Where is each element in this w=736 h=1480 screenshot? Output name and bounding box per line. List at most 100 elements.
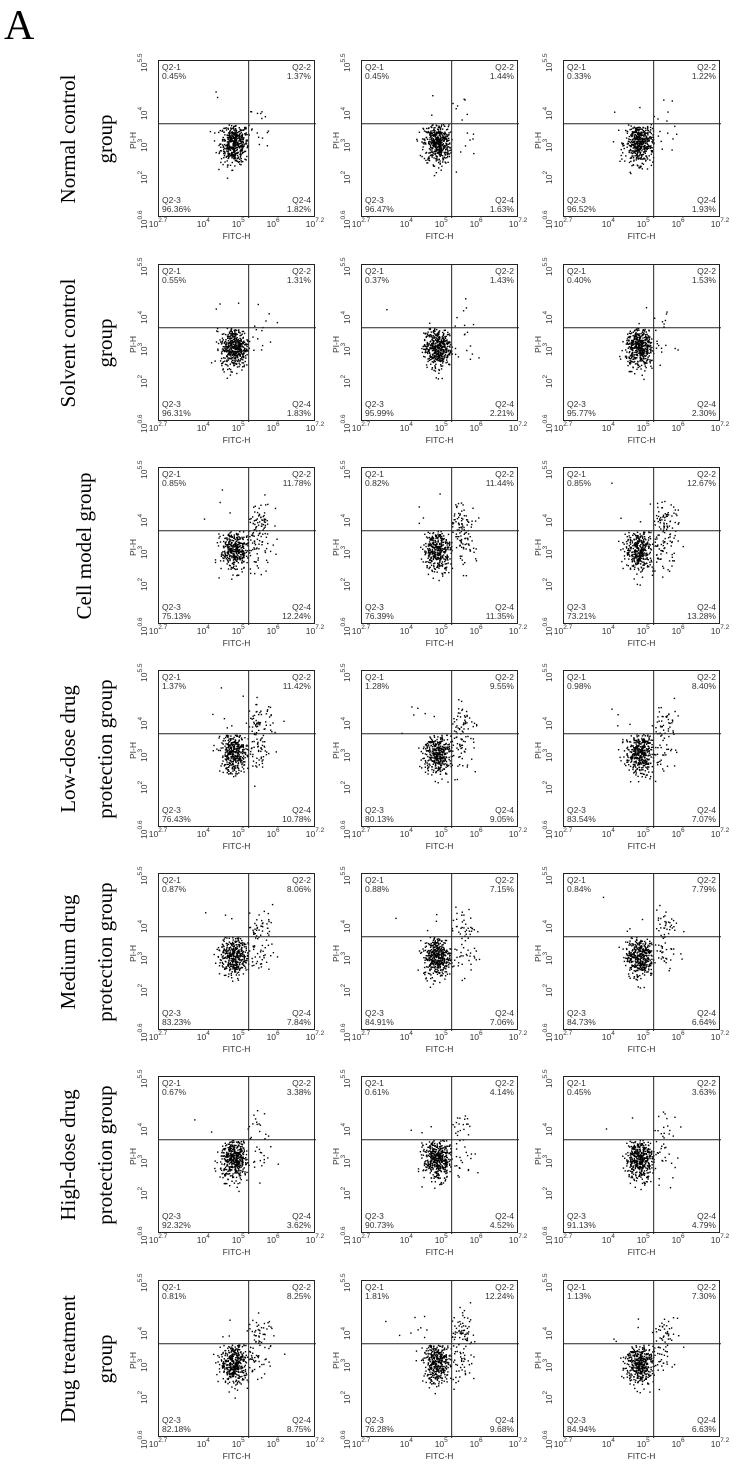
event-dot [644,150,646,153]
event-dot [234,548,237,550]
event-dot [242,346,244,348]
event-dot [452,522,455,524]
event-dot [231,354,234,356]
event-dot [234,154,236,156]
event-dot [656,554,658,556]
event-dot [656,545,659,547]
event-dot [647,147,649,149]
event-dot [425,127,428,130]
event-dot [238,343,241,346]
event-dot [223,131,225,133]
event-dot [235,133,238,136]
event-dot [648,337,650,339]
event-dot [671,553,673,556]
event-dot [644,142,646,144]
event-dot [257,559,259,561]
event-dot [234,147,236,149]
event-dot [635,543,638,545]
event-dot [462,543,464,545]
event-dot [262,515,264,518]
event-dot [431,569,433,571]
event-dot [469,536,471,538]
event-dot [438,369,441,372]
event-dot [232,336,234,338]
event-dot [241,144,243,146]
event-dot [433,555,435,557]
event-dot [230,153,233,155]
event-dot [445,347,447,349]
tick-exponent: 0.6 [340,617,347,627]
event-dot [624,558,626,560]
scatter-area [159,671,316,828]
event-dot [631,344,633,347]
event-dot [266,709,269,711]
tick-base: 10 [434,626,445,636]
event-dot [464,145,467,147]
event-dot [646,147,649,150]
event-dot [441,564,443,567]
event-dot [231,147,233,149]
event-dot [650,164,653,167]
event-dot [440,558,442,561]
event-dot [235,352,238,354]
event-dot [219,150,222,152]
event-dot [643,158,645,160]
y-tick-label: 102 [137,578,149,591]
event-dot [266,533,269,535]
event-dot [673,537,675,539]
event-dot [437,129,440,131]
event-dot [231,157,233,159]
event-dot [228,773,230,775]
event-dot [214,132,216,134]
tick-base: 10 [469,219,480,229]
quadrant-label-q2-2: Q2-2 1.22% [692,63,716,81]
event-dot [465,515,467,517]
event-dot [241,133,244,135]
plot-frame: Q2-1 0.45% Q2-2 1.37% Q2-3 96.36% Q2-4 1.82% [158,60,316,218]
event-dot [629,362,631,364]
event-dot [433,134,435,136]
event-dot [639,165,641,167]
event-dot [439,140,441,142]
event-dot [440,139,443,141]
event-dot [224,153,226,155]
x-tick-label: 106 [672,421,685,433]
event-dot [232,540,235,542]
event-dot [633,343,636,345]
event-dot [439,155,441,157]
event-dot [446,134,448,136]
event-dot [227,132,230,134]
event-dot [428,131,430,134]
event-dot [438,158,440,160]
event-dot [386,309,388,311]
event-dot [425,552,427,555]
event-dot [276,321,279,324]
event-dot [444,558,446,561]
event-dot [440,353,442,355]
event-dot [444,550,447,553]
event-dot [660,553,662,555]
event-dot [237,551,240,553]
quadrant-percent: 96.36% [162,204,191,214]
event-dot [430,340,432,342]
event-dot [234,561,236,563]
event-dot [440,169,442,171]
quadrant-percent: 0.40% [567,275,592,285]
event-dot [253,714,256,717]
event-dot [438,138,440,140]
event-dot [240,155,242,157]
event-dot [251,542,254,544]
event-dot [633,134,635,136]
event-dot [429,328,431,331]
event-dot [636,544,639,547]
event-dot [635,159,637,161]
event-dot [267,503,269,506]
event-dot [433,337,435,339]
event-dot [435,356,437,359]
event-dot [233,364,236,366]
event-dot [454,513,456,515]
event-dot [443,572,446,574]
event-dot [631,353,634,355]
event-dot [226,155,228,158]
event-dot [233,126,235,128]
